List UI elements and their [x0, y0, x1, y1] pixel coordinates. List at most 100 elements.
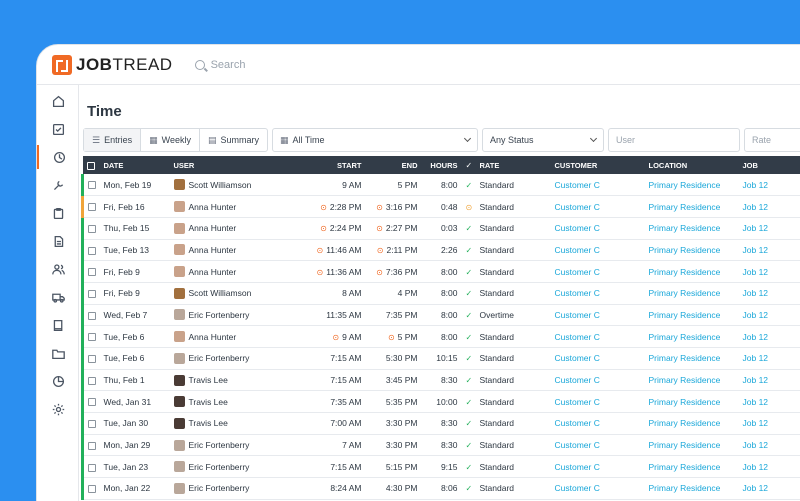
- sidebar-item-folder[interactable]: [37, 341, 79, 365]
- cell-location[interactable]: Primary Residence: [648, 461, 721, 472]
- cell-customer[interactable]: Customer C: [554, 353, 600, 364]
- col-start[interactable]: Start: [337, 160, 362, 170]
- cell-job[interactable]: Job 12: [742, 244, 769, 255]
- col-rate[interactable]: Rate: [479, 160, 500, 170]
- cell-customer[interactable]: Customer C: [554, 483, 600, 494]
- user-filter-input[interactable]: User: [607, 128, 740, 152]
- view-weekly-button[interactable]: ▦ Weekly: [141, 129, 200, 151]
- cell-user[interactable]: Anna Hunter: [170, 261, 310, 283]
- table-row[interactable]: Tue, Feb 6 Anna Hunter ⊙ 9 AM ⊙ 5 PM 8:00 ✓ Stan…: [81, 325, 800, 348]
- cell-job[interactable]: Job 12: [742, 266, 769, 277]
- table-row[interactable]: Mon, Feb 19 Scott Williamson 9 AM 5 PM 8:00 ✓…: [81, 174, 800, 196]
- col-customer[interactable]: Customer: [554, 160, 598, 170]
- cell-user[interactable]: Scott Williamson: [170, 282, 310, 304]
- table-row[interactable]: Tue, Feb 6 Eric Fortenberry 7:15 AM 5:30 PM…: [81, 347, 800, 370]
- cell-job[interactable]: Job 12: [742, 375, 769, 386]
- cell-customer[interactable]: Customer C: [554, 331, 600, 342]
- cell-customer[interactable]: Customer C: [554, 244, 600, 255]
- cell-job[interactable]: Job 12: [742, 331, 769, 342]
- row-checkbox[interactable]: [81, 347, 100, 370]
- sidebar-item-checklist[interactable]: [37, 117, 79, 141]
- cell-job[interactable]: Job 12: [742, 201, 769, 212]
- cell-location[interactable]: Primary Residence: [648, 288, 721, 299]
- cell-user[interactable]: Scott Williamson: [170, 174, 310, 196]
- table-row[interactable]: Fri, Feb 9 Anna Hunter ⊙ 11:36 AM ⊙ 7:36 PM 8:…: [81, 260, 800, 283]
- table-row[interactable]: Fri, Feb 16 Anna Hunter ⊙ 2:28 PM ⊙ 3:16 PM 0:…: [81, 195, 800, 218]
- cell-job[interactable]: Job 12: [742, 396, 769, 407]
- rate-filter-input[interactable]: Rate: [743, 128, 800, 152]
- row-checkbox[interactable]: [81, 195, 100, 218]
- cell-user[interactable]: Anna Hunter: [170, 196, 310, 218]
- cell-location[interactable]: Primary Residence: [648, 418, 721, 429]
- cell-location[interactable]: Primary Residence: [648, 223, 721, 234]
- table-row[interactable]: Tue, Jan 30 Travis Lee 7:00 AM 3:30 PM 8:30 ✓…: [81, 412, 800, 435]
- cell-user[interactable]: Anna Hunter: [170, 239, 310, 261]
- col-job[interactable]: Job: [742, 160, 758, 170]
- cell-customer[interactable]: Customer C: [554, 418, 600, 429]
- row-checkbox[interactable]: [81, 282, 100, 305]
- cell-location[interactable]: Primary Residence: [648, 244, 721, 255]
- col-user[interactable]: User: [173, 160, 195, 170]
- sidebar-item-clipboard[interactable]: [37, 201, 79, 225]
- row-checkbox[interactable]: [81, 174, 100, 196]
- cell-location[interactable]: Primary Residence: [648, 309, 721, 320]
- cell-job[interactable]: Job 12: [742, 440, 769, 451]
- cell-customer[interactable]: Customer C: [554, 223, 600, 234]
- row-checkbox[interactable]: [81, 455, 100, 478]
- cell-location[interactable]: Primary Residence: [648, 440, 721, 451]
- select-all-checkbox[interactable]: [83, 156, 100, 174]
- row-checkbox[interactable]: [81, 412, 100, 435]
- sidebar-item-gear[interactable]: [37, 397, 79, 421]
- cell-user[interactable]: Eric Fortenberry: [170, 478, 310, 500]
- sidebar-item-book[interactable]: [37, 313, 79, 337]
- cell-location[interactable]: Primary Residence: [648, 266, 721, 277]
- cell-customer[interactable]: Customer C: [554, 309, 600, 320]
- col-end[interactable]: End: [401, 160, 418, 170]
- cell-user[interactable]: Travis Lee: [170, 391, 310, 413]
- cell-job[interactable]: Job 12: [742, 288, 769, 299]
- table-row[interactable]: Fri, Feb 9 Scott Williamson 8 AM 4 PM 8:00 ✓ S…: [81, 282, 800, 305]
- row-checkbox[interactable]: [81, 260, 100, 283]
- row-checkbox[interactable]: [81, 239, 100, 261]
- sidebar-item-document[interactable]: [37, 229, 79, 253]
- sidebar-item-home[interactable]: [37, 89, 79, 113]
- cell-user[interactable]: Travis Lee: [170, 369, 310, 391]
- cell-customer[interactable]: Customer C: [554, 201, 600, 212]
- cell-user[interactable]: Eric Fortenberry: [170, 434, 310, 456]
- cell-user[interactable]: Eric Fortenberry: [170, 304, 310, 326]
- status-select[interactable]: Any Status: [481, 128, 604, 152]
- cell-job[interactable]: Job 12: [742, 179, 769, 190]
- table-row[interactable]: Wed, Feb 7 Eric Fortenberry 11:35 AM 7:35 P…: [81, 304, 800, 326]
- col-date[interactable]: Date: [103, 160, 124, 170]
- row-checkbox[interactable]: [81, 325, 100, 348]
- row-checkbox[interactable]: [81, 390, 100, 413]
- table-row[interactable]: Tue, Feb 13 Anna Hunter ⊙ 11:46 AM ⊙ 2:11 PM 2…: [81, 239, 800, 261]
- cell-customer[interactable]: Customer C: [554, 440, 600, 451]
- table-row[interactable]: Mon, Jan 22 Eric Fortenberry 8:24 AM 4:30 P…: [81, 477, 800, 500]
- cell-customer[interactable]: Customer C: [554, 375, 600, 386]
- cell-user[interactable]: Anna Hunter: [170, 217, 310, 239]
- table-row[interactable]: Thu, Feb 1 Travis Lee 7:15 AM 3:45 PM 8:30 ✓ S…: [81, 369, 800, 391]
- sidebar-item-clock[interactable]: [37, 145, 79, 169]
- table-row[interactable]: Tue, Jan 23 Eric Fortenberry 7:15 AM 5:15 P…: [81, 455, 800, 478]
- cell-customer[interactable]: Customer C: [554, 396, 600, 407]
- cell-location[interactable]: Primary Residence: [648, 483, 721, 494]
- table-row[interactable]: Mon, Jan 29 Eric Fortenberry 7 AM 3:30 PM 8:…: [81, 434, 800, 456]
- cell-job[interactable]: Job 12: [742, 309, 769, 320]
- cell-location[interactable]: Primary Residence: [648, 179, 721, 190]
- cell-user[interactable]: Eric Fortenberry: [170, 456, 310, 478]
- cell-customer[interactable]: Customer C: [554, 288, 600, 299]
- sidebar-item-wrench[interactable]: [37, 173, 79, 197]
- cell-location[interactable]: Primary Residence: [648, 353, 721, 364]
- cell-job[interactable]: Job 12: [742, 483, 769, 494]
- cell-location[interactable]: Primary Residence: [648, 375, 721, 386]
- cell-job[interactable]: Job 12: [742, 418, 769, 429]
- col-location[interactable]: Location: [648, 160, 688, 170]
- view-entries-button[interactable]: ☰ Entries: [84, 129, 142, 151]
- row-checkbox[interactable]: [81, 369, 100, 391]
- cell-location[interactable]: Primary Residence: [648, 331, 721, 342]
- cell-customer[interactable]: Customer C: [554, 266, 600, 277]
- sidebar-item-truck[interactable]: [37, 285, 79, 309]
- table-row[interactable]: Thu, Feb 15 Anna Hunter ⊙ 2:24 PM ⊙ 2:27 PM 0:…: [81, 217, 800, 240]
- date-range-select[interactable]: ▦ All Time: [271, 128, 478, 152]
